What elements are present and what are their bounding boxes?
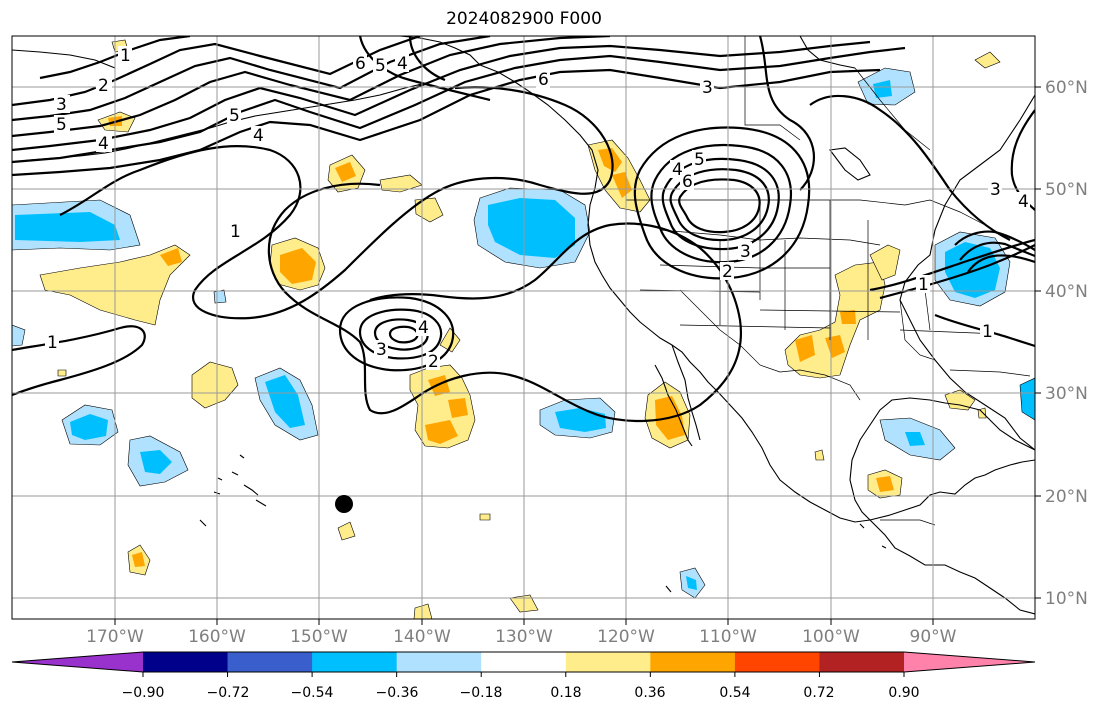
lon-label: 170°W — [86, 627, 144, 647]
map-panel: 3 5 2 4 1 1 1 5 4 6 5 4 6 3 — [12, 36, 1035, 619]
axis-ticks — [114, 86, 1041, 625]
contour-label-5: 5 — [375, 56, 386, 76]
lat-label: 10°N — [1045, 589, 1088, 609]
lat-label: 20°N — [1045, 487, 1088, 507]
contour-label-1: 1 — [982, 322, 993, 342]
colorbar-tick-label: −0.90 — [122, 685, 165, 701]
latitude-labels: 60°N 50°N 40°N 30°N 20°N 10°N — [1045, 78, 1088, 609]
colorbar-tick-label: 0.90 — [888, 685, 919, 701]
colorbar-segment — [734, 652, 820, 672]
colorbar-tick-label: 0.54 — [719, 685, 750, 701]
colorbar-segment — [819, 652, 905, 672]
contour-label-1: 1 — [120, 46, 131, 66]
contour-label-6: 6 — [538, 70, 549, 90]
colorbar-tick-label: −0.18 — [460, 685, 503, 701]
contour-label-2: 2 — [428, 352, 439, 372]
contour-label-5: 5 — [229, 106, 240, 126]
contour-label-6: 6 — [355, 54, 366, 74]
contour-label-3: 3 — [740, 242, 751, 262]
lon-label: 140°W — [393, 627, 451, 647]
contour-label-4: 4 — [397, 54, 408, 74]
contour-label-2: 2 — [98, 76, 109, 96]
contours — [12, 36, 1035, 423]
colorbar-segment — [396, 652, 482, 672]
colorbar-tick-label: −0.36 — [376, 685, 419, 701]
lon-label: 150°W — [290, 627, 348, 647]
colorbar-segment — [312, 652, 398, 672]
contour-labels: 3 5 2 4 1 1 1 5 4 6 5 4 6 3 — [45, 46, 1030, 372]
contour-label-2: 2 — [722, 262, 733, 282]
map-title: 2024082900 F000 — [446, 9, 602, 29]
lat-label: 50°N — [1045, 180, 1088, 200]
colorbar-segment — [227, 652, 313, 672]
lon-label: 130°W — [495, 627, 553, 647]
lon-label: 110°W — [699, 627, 757, 647]
contour-label-3: 3 — [56, 95, 67, 115]
contour-label-5: 5 — [56, 115, 67, 135]
shaded-field — [12, 39, 1035, 619]
contour-label-3: 3 — [702, 78, 713, 98]
colorbar-extend-max — [904, 652, 1035, 672]
colorbar-tick-label: −0.72 — [207, 685, 250, 701]
contour-label-3: 3 — [376, 340, 387, 360]
lat-label: 60°N — [1045, 78, 1088, 98]
contour-label-3: 3 — [990, 180, 1001, 200]
lat-label: 40°N — [1045, 282, 1088, 302]
graticule — [12, 36, 1035, 619]
contour-label-1: 1 — [918, 275, 929, 295]
colorbar-segment — [650, 652, 736, 672]
lon-label: 160°W — [188, 627, 246, 647]
lon-label: 120°W — [597, 627, 655, 647]
colorbar-tick-label: 0.36 — [634, 685, 665, 701]
lon-label: 90°W — [910, 627, 957, 647]
contour-label-1: 1 — [47, 333, 58, 353]
contour-label-4: 4 — [98, 134, 109, 154]
colorbar — [11, 651, 1036, 677]
contour-label-6: 6 — [682, 172, 693, 192]
colorbar-extend-min — [12, 652, 143, 672]
colorbar-tick-label: 0.72 — [803, 685, 834, 701]
colorbar-tick-label: 0.18 — [550, 685, 581, 701]
contour-label-4: 4 — [253, 126, 264, 146]
colorbar-labels: −0.90 −0.72 −0.54 −0.36 −0.18 0.18 0.36 … — [122, 685, 920, 701]
lat-label: 30°N — [1045, 384, 1088, 404]
contour-label-4: 4 — [672, 160, 683, 180]
contour-label-4: 4 — [418, 318, 429, 338]
marker-dot — [335, 495, 353, 513]
colorbar-segment — [481, 652, 567, 672]
colorbar-segment — [143, 652, 229, 672]
colorbar-tick-label: −0.54 — [291, 685, 334, 701]
colorbar-segment — [565, 652, 651, 672]
contour-label-1: 1 — [230, 222, 241, 242]
contour-label-4: 4 — [1018, 192, 1029, 212]
lon-label: 100°W — [802, 627, 860, 647]
contour-label-5: 5 — [694, 150, 705, 170]
longitude-labels: 170°W 160°W 150°W 140°W 130°W 120°W 110°… — [86, 627, 957, 647]
